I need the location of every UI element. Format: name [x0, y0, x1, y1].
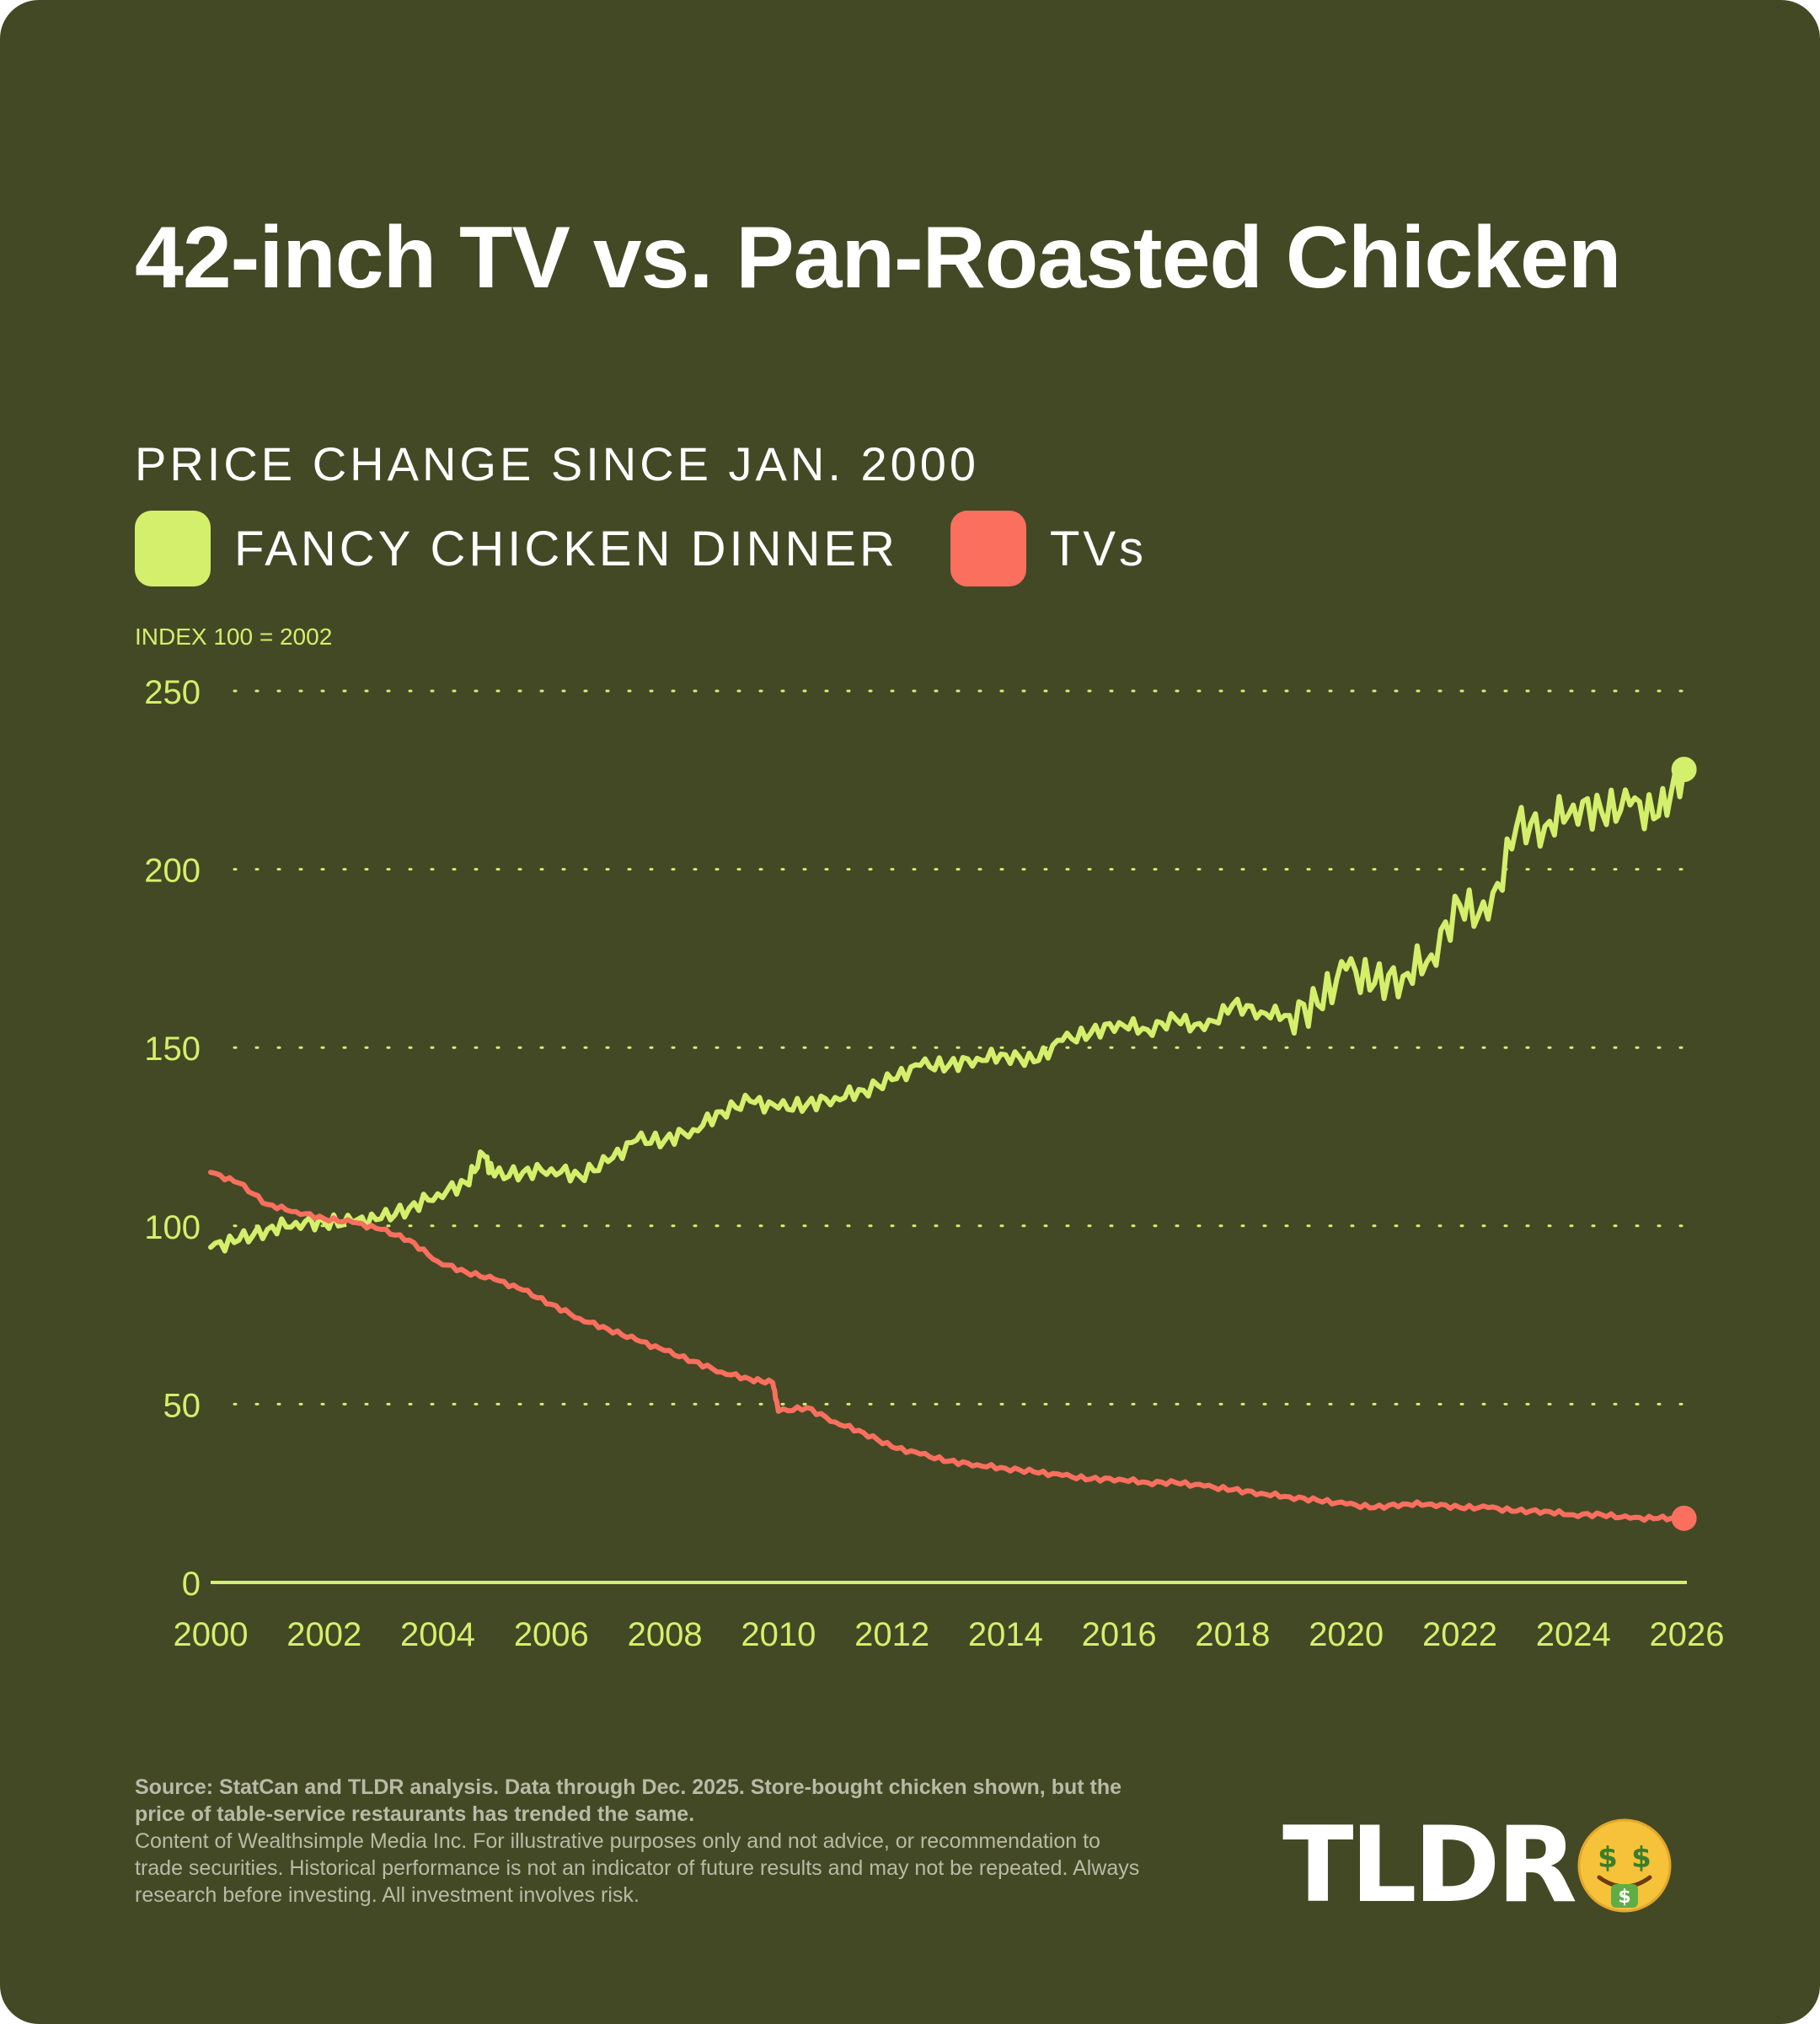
- y-tick-label: 50: [163, 1387, 201, 1424]
- y-tick-label: 250: [144, 674, 201, 711]
- series-endpoint-tv: [1671, 1505, 1697, 1531]
- x-tick-label: 2000: [174, 1616, 249, 1653]
- y-tick-label: 150: [144, 1031, 201, 1068]
- series-line-chicken: [208, 767, 1687, 1254]
- svg-text:$: $: [1618, 1887, 1630, 1908]
- source-note: Source: StatCan and TLDR analysis. Data …: [135, 1774, 1146, 1909]
- legend-label-tv: TVs: [1049, 521, 1148, 576]
- legend-item-chicken: FANCY CHICKEN DINNER: [135, 511, 898, 586]
- x-tick-label: 2018: [1195, 1616, 1270, 1653]
- x-tick-label: 2002: [286, 1616, 361, 1653]
- source-text: Source: StatCan and TLDR analysis. Data …: [135, 1775, 1122, 1826]
- x-tick-label: 2004: [400, 1616, 475, 1653]
- x-tick-label: 2024: [1536, 1616, 1611, 1653]
- chart-subtitle: PRICE CHANGE SINCE JAN. 2000: [135, 437, 980, 490]
- legend-swatch-chicken: [135, 511, 211, 586]
- disclaimer-text: Content of Wealthsimple Media Inc. For i…: [135, 1829, 1140, 1907]
- y-tick-label: 100: [144, 1209, 201, 1246]
- x-tick-label: 2016: [1082, 1616, 1157, 1653]
- y-tick-label: 200: [144, 853, 201, 890]
- page-title: 42-inch TV vs. Pan-Roasted Chicken: [135, 209, 1621, 307]
- svg-text:$: $: [1631, 1841, 1651, 1875]
- legend-label-chicken: FANCY CHICKEN DINNER: [234, 521, 898, 576]
- x-tick-label: 2014: [968, 1616, 1043, 1653]
- logo-text: TLDR: [1282, 1805, 1577, 1926]
- series-lines: [208, 757, 1697, 1531]
- x-tick-label: 2020: [1309, 1616, 1384, 1653]
- tldr-logo: TLDR $ $ $: [1282, 1813, 1672, 1918]
- series-line-tv: [208, 1170, 1687, 1523]
- series-endpoint-chicken: [1671, 757, 1697, 783]
- legend-item-tv: TVs: [950, 511, 1147, 586]
- grid-lines: [233, 689, 1689, 1406]
- y-tick-label: 0: [182, 1566, 201, 1603]
- x-tick-label: 2022: [1422, 1616, 1497, 1653]
- svg-text:$: $: [1598, 1841, 1618, 1875]
- x-tick-label: 2006: [514, 1616, 589, 1653]
- x-tick-label: 2008: [628, 1616, 703, 1653]
- money-mouth-face-icon: $ $ $: [1577, 1818, 1672, 1913]
- tick-labels: 0 50 100 150 200 250 2000 2002 2004 2006 2008 2010 2…: [144, 674, 1724, 1653]
- legend-swatch-tv: [950, 511, 1026, 586]
- x-tick-label: 2012: [854, 1616, 929, 1653]
- x-tick-label: 2010: [741, 1616, 816, 1653]
- x-tick-label: 2026: [1650, 1616, 1725, 1653]
- index-note: INDEX 100 = 2002: [135, 624, 333, 650]
- legend: FANCY CHICKEN DINNER TVs: [135, 511, 1199, 586]
